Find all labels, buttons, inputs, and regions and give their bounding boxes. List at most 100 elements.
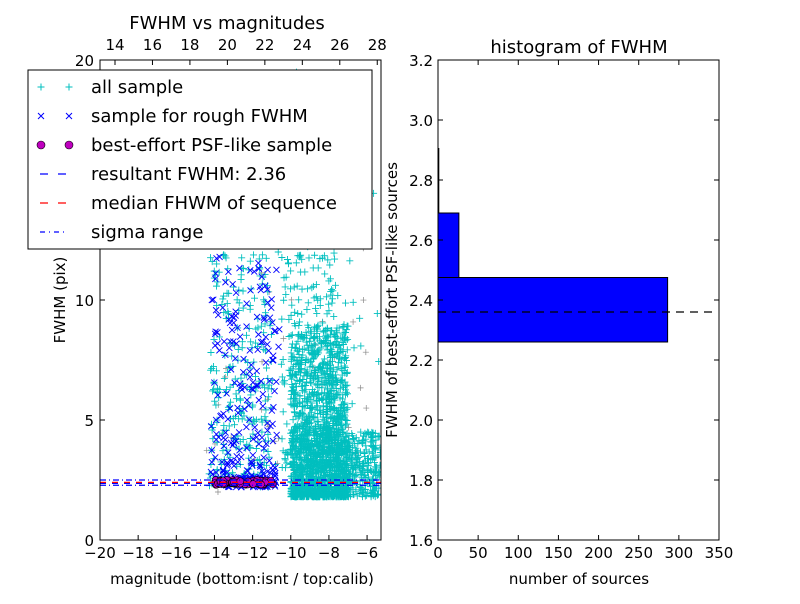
all-sample-point [291, 344, 299, 352]
rough-sample-point [258, 273, 266, 280]
all-sample-point [342, 469, 350, 477]
rough-sample-point [249, 435, 257, 443]
rough-sample-point [229, 441, 237, 449]
all-sample-point [278, 254, 286, 261]
legend-label: sigma range [91, 222, 203, 243]
rough-sample-point [243, 423, 250, 431]
all-sample-point [301, 388, 309, 396]
all-sample-point [311, 251, 319, 259]
all-sample-point [307, 327, 315, 335]
all-sample-point [295, 447, 303, 455]
histogram-ylabel: FWHM of best-effort PSF-like sources [383, 162, 401, 438]
all-sample-point [294, 309, 302, 317]
all-sample-point [324, 418, 332, 426]
all-sample-point [341, 362, 349, 370]
rough-sample-point [217, 413, 224, 420]
y-tick-label: 20 [75, 52, 94, 70]
all-sample-point [309, 453, 317, 461]
all-sample-point [331, 255, 339, 263]
rough-sample-point [253, 313, 261, 321]
all-sample-point [305, 461, 313, 469]
rough-sample-point [262, 333, 270, 341]
all-sample-point [323, 414, 331, 422]
rough-sample-point [249, 462, 256, 469]
all-sample-point [315, 432, 323, 440]
rough-sample-point [255, 265, 263, 273]
all-sample-point [296, 392, 304, 400]
all-sample-point [357, 470, 365, 478]
x-tick-label: −14 [199, 544, 231, 562]
all-sample-point [278, 463, 286, 471]
rough-sample-point [245, 402, 253, 409]
all-sample-point [346, 456, 354, 464]
rough-sample-point [227, 457, 235, 465]
rough-sample-point [273, 266, 280, 274]
rough-sample-point [246, 373, 254, 381]
all-sample-point [305, 324, 313, 332]
all-sample-point [304, 452, 312, 460]
all-sample-point [327, 345, 335, 353]
all-sample-point [282, 290, 290, 298]
rough-sample-point [222, 436, 229, 443]
all-sample-point [333, 409, 341, 417]
all-sample-point [313, 417, 321, 425]
x-tick-label: −12 [237, 544, 269, 562]
all-sample-point [222, 426, 230, 434]
all-sample-point [260, 446, 268, 454]
all-sample-point [316, 464, 324, 472]
all-sample-point [210, 267, 218, 275]
rough-sample-point [212, 416, 220, 424]
all-sample-point [343, 417, 351, 425]
all-sample-point [305, 394, 313, 402]
rough-sample-point [222, 278, 229, 286]
all-sample-point [317, 368, 325, 376]
all-sample-point [316, 430, 324, 438]
all-sample-point [320, 492, 328, 500]
rough-sample-point [216, 347, 223, 354]
legend-x-marker [65, 112, 73, 120]
grey-point [280, 335, 287, 342]
all-sample-point [354, 439, 362, 447]
all-sample-point [235, 415, 243, 423]
rough-sample-point [230, 433, 238, 440]
rough-sample-point [239, 368, 247, 376]
all-sample-point [370, 454, 378, 462]
scatter-title: FWHM vs magnitudes [129, 13, 324, 34]
all-sample-point [340, 336, 348, 344]
all-sample-point [338, 377, 345, 385]
all-sample-point [301, 424, 309, 432]
all-sample-point [339, 330, 347, 338]
all-sample-point [340, 384, 348, 392]
all-sample-point [296, 446, 304, 454]
all-sample-point [315, 474, 323, 482]
all-sample-point [289, 416, 297, 424]
all-sample-point [313, 310, 321, 318]
top-x-tick-label: 28 [368, 36, 387, 54]
all-sample-point [285, 316, 293, 324]
all-sample-point [298, 332, 306, 340]
all-sample-point [319, 402, 327, 410]
scatter-xlabel: magnitude (bottom:isnt / top:calib) [110, 570, 374, 588]
rough-sample-point [211, 379, 218, 386]
all-sample-point [360, 437, 368, 445]
all-sample-point [332, 381, 340, 389]
all-sample-point [283, 459, 291, 467]
all-sample-point [321, 471, 329, 479]
all-sample-point [238, 344, 246, 352]
rough-sample-point [212, 275, 219, 283]
all-sample-point [287, 355, 295, 363]
all-sample-point [267, 331, 275, 339]
legend-label: median FHWM of sequence [91, 193, 337, 214]
all-sample-point [235, 299, 243, 307]
all-sample-point [229, 362, 237, 370]
all-sample-point [262, 406, 270, 414]
all-sample-point [264, 437, 272, 445]
all-sample-point [329, 437, 337, 445]
all-sample-point [281, 283, 289, 291]
all-sample-point [310, 428, 318, 436]
all-sample-point [296, 438, 304, 446]
all-sample-point [335, 342, 343, 350]
rough-sample-point [213, 430, 220, 438]
all-sample-point [285, 366, 293, 374]
all-sample-point [249, 416, 257, 424]
